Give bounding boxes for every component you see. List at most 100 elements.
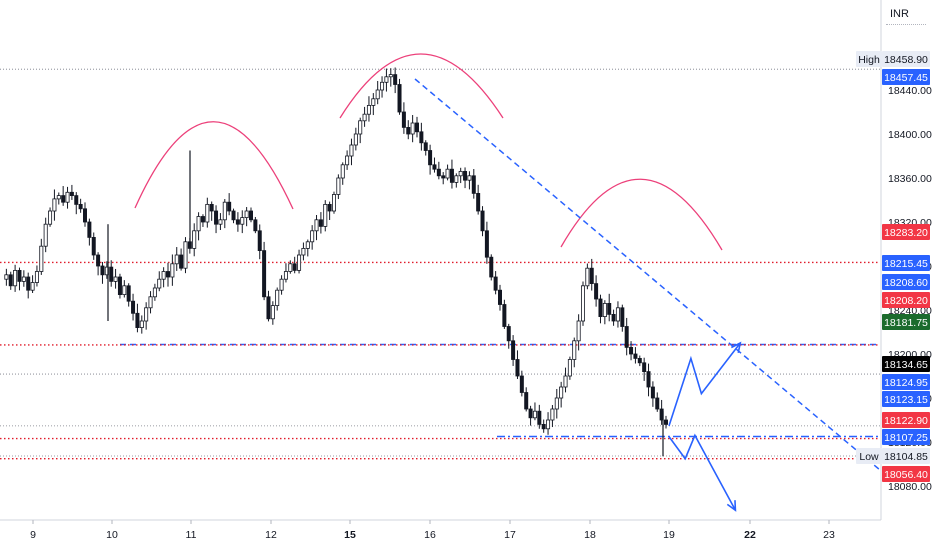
- candle-8: [34, 265, 39, 287]
- candle-body: [480, 210, 485, 232]
- projection-up-arrow-head: [730, 341, 742, 353]
- candle-36: [157, 271, 162, 292]
- candle-body: [179, 254, 184, 269]
- candle-body: [200, 216, 205, 223]
- candle-16: [69, 184, 74, 200]
- x-tick-label-8: 19: [663, 529, 675, 541]
- candle-body: [414, 122, 419, 133]
- candle-body: [48, 210, 53, 225]
- price-label-text: 18107.25: [884, 432, 928, 444]
- candle-body: [449, 168, 454, 183]
- y-tick-label-9: 18440.00: [888, 85, 932, 97]
- candle-18: [78, 198, 83, 213]
- candle-39: [170, 254, 175, 286]
- price-label-box: [882, 51, 930, 67]
- candle-97: [423, 140, 428, 156]
- candle-102: [445, 164, 450, 181]
- price-label-7: 18134.65: [882, 356, 930, 372]
- candle-body: [205, 203, 210, 223]
- price-label-text: 18123.15: [884, 394, 928, 406]
- candle-5: [21, 270, 26, 287]
- price-label-10: 18122.90: [882, 412, 930, 428]
- candle-12: [52, 189, 57, 221]
- price-label-box: [882, 448, 930, 464]
- candle-body: [257, 230, 262, 252]
- candle-body: [13, 269, 18, 287]
- candle-53: [231, 208, 236, 224]
- candle-60: [262, 241, 267, 301]
- price-label-11: 18107.25: [882, 429, 930, 445]
- price-label-text: 18457.45: [884, 72, 928, 84]
- price-label-box: [882, 412, 930, 428]
- candle-body: [345, 155, 350, 166]
- candle-144: [629, 341, 634, 361]
- candle-35: [152, 283, 157, 301]
- candle-59: [257, 224, 262, 260]
- candle-50: [218, 213, 223, 231]
- candle-body: [165, 271, 170, 278]
- candle-body: [515, 359, 520, 377]
- candle-body: [139, 320, 144, 328]
- x-tick-label-6: 17: [504, 529, 516, 541]
- candle-57: [248, 207, 253, 223]
- x-tick-label-4: 15: [344, 529, 356, 541]
- candle-147: [642, 357, 647, 381]
- candle-115: [502, 299, 507, 329]
- candle-85: [371, 93, 376, 116]
- price-tag-text: High: [858, 54, 880, 66]
- candle-body: [493, 276, 498, 291]
- candle-126: [550, 405, 555, 428]
- candle-body: [476, 192, 481, 212]
- candle-body: [528, 408, 533, 419]
- candle-33: [144, 302, 149, 330]
- candle-body: [441, 175, 446, 179]
- candle-107: [467, 171, 472, 190]
- candle-body: [222, 201, 227, 221]
- candle-body: [323, 203, 328, 227]
- price-label-text: 18056.40: [884, 469, 928, 481]
- candle-body: [611, 313, 616, 322]
- candle-80: [349, 138, 354, 166]
- candle-body: [157, 278, 162, 289]
- candle-75: [327, 201, 332, 220]
- candle-body: [148, 296, 153, 309]
- candle-body: [183, 241, 188, 269]
- candle-body: [43, 223, 48, 247]
- candle-body: [196, 216, 201, 232]
- candle-132: [576, 314, 581, 351]
- candle-body: [21, 276, 26, 282]
- candle-90: [393, 67, 398, 94]
- price-label-text: 18134.65: [884, 359, 928, 371]
- candle-body: [327, 203, 332, 212]
- candle-body: [117, 276, 122, 296]
- candle-body: [397, 84, 402, 113]
- price-label-6: 18181.75: [882, 314, 930, 330]
- candle-152: [664, 415, 669, 429]
- candle-100: [436, 161, 441, 180]
- candle-95: [414, 116, 419, 138]
- candle-body: [615, 307, 620, 322]
- candle-142: [620, 304, 625, 332]
- head-and-shoulders-arcs: [134, 53, 723, 251]
- candle-133: [581, 281, 586, 326]
- x-tick-label-10: 23: [823, 529, 835, 541]
- candle-body: [371, 98, 376, 106]
- candle-body: [620, 307, 625, 327]
- candle-body: [69, 191, 74, 197]
- candle-body: [585, 267, 590, 287]
- candle-112: [489, 254, 494, 281]
- candle-13: [56, 192, 61, 205]
- candle-138: [602, 300, 607, 325]
- price-tag-box: [856, 51, 882, 67]
- candle-body: [275, 289, 280, 307]
- candle-body: [288, 263, 293, 272]
- y-tick-label-0: 18080.00: [888, 481, 932, 493]
- candle-body: [388, 74, 393, 78]
- candle-70: [305, 239, 310, 257]
- candle-20: [87, 218, 92, 246]
- price-label-box: [882, 274, 930, 290]
- candle-body: [384, 76, 389, 83]
- projection-arrows: [668, 341, 742, 512]
